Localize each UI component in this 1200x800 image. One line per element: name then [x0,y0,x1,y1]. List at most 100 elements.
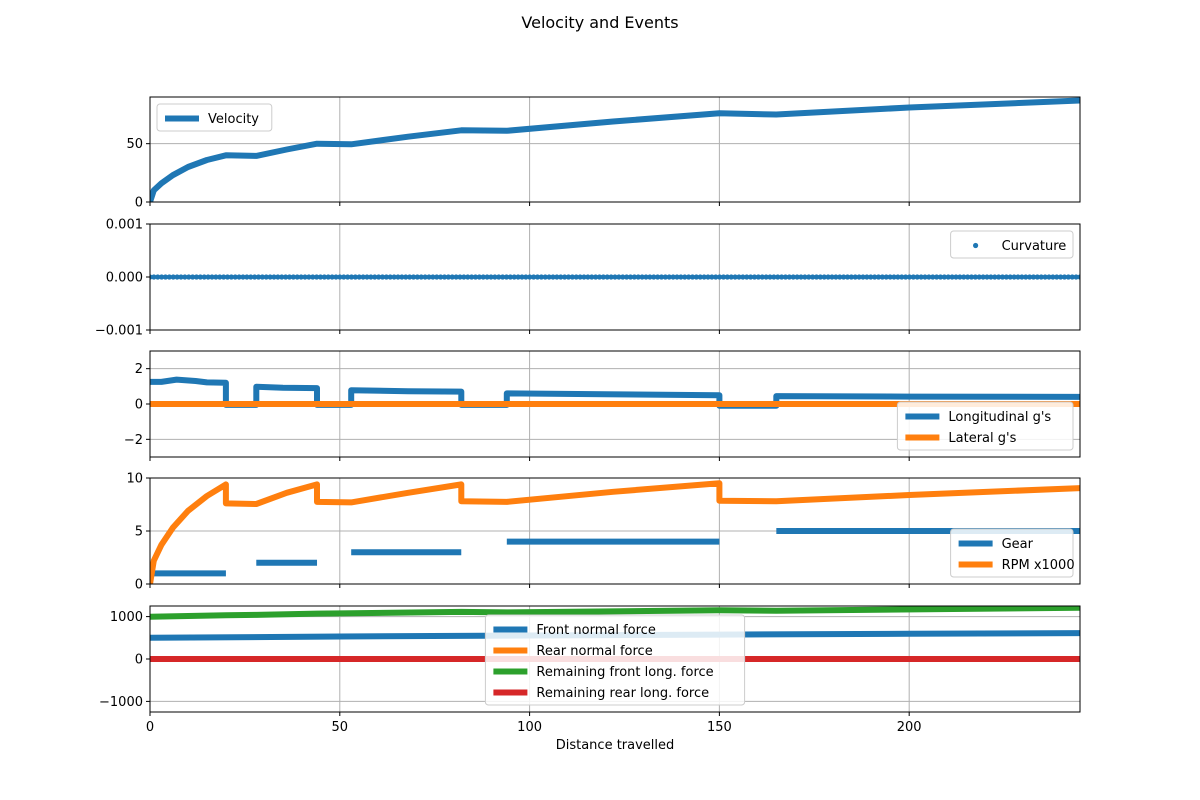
curvature-point [569,274,575,280]
curvature-point [674,274,680,280]
curvature-point [596,274,603,280]
curvature-point [325,274,331,280]
curvature-point [356,274,362,280]
curvature-point [550,274,556,280]
curvature-point [833,274,839,280]
curvature-point [221,274,227,280]
curvature-point [317,274,324,280]
curvature-point [255,274,262,280]
curvature-point [523,274,529,280]
curvature-point [682,274,688,280]
curvature-point [441,274,448,280]
curvature-point [500,274,506,280]
curvature-point [240,274,246,280]
legend: Velocity [156,103,273,132]
legend-label: RPM x1000 [1002,558,1075,573]
curvature-point [155,274,161,280]
curvature-point [306,274,312,280]
curvature-point [461,274,467,280]
curvature-point [717,274,723,280]
curvature-point [205,274,211,280]
curvature-point [728,274,734,280]
curvature-point [298,274,304,280]
curvature-point [1065,274,1071,280]
curvature-point [647,274,653,280]
y-tick-label: −1000 [99,695,143,710]
curvature-point [562,274,568,280]
curvature-point [976,274,982,280]
curvature-point [302,274,308,280]
curvature-point [418,274,424,280]
curvature-point [883,274,889,280]
x-tick-label: 0 [146,720,154,735]
curvature-point [624,274,630,280]
curvature-point [713,274,719,280]
curvature-point [271,274,277,280]
curvature-point [693,274,699,280]
curvature-point [422,274,428,280]
curvature-point [558,274,564,280]
curvature-point [678,274,684,280]
legend-box [156,103,273,132]
curvature-point [534,274,541,280]
curvature-point [263,274,269,280]
curvature-point [178,274,184,280]
curvature-point [868,274,874,280]
curvature-point [379,274,386,280]
curvature-point [515,274,521,280]
curvature-point [341,274,347,280]
curvature-point [162,274,169,280]
legend-label: Velocity [208,112,259,127]
curvature-point [232,274,238,280]
curvature-point [1054,274,1060,280]
curvature-point [736,274,742,280]
curvature-point [492,274,498,280]
curvature-point [1007,274,1013,280]
x-tick-label: 50 [332,720,349,735]
curvature-point [844,274,851,280]
curvature-point [643,274,649,280]
curvature-point [903,274,909,280]
curvature-point [213,274,219,280]
subplot-velocity: 0 50 Velocity [126,96,1081,211]
curvature-point [604,274,610,280]
curvature-point [1019,274,1025,280]
curvature-point [228,274,234,280]
curvature-point [953,274,959,280]
legend: Longitudinal g's Lateral g's [896,401,1074,451]
curvature-point [279,274,285,280]
curvature-point [310,274,316,280]
curvature-point [895,274,901,280]
curvature-point [476,274,482,280]
curvature-point [1027,274,1033,280]
curvature-point [372,274,378,280]
series-curvature [150,274,1080,280]
curvature-point [941,274,947,280]
curvature-point [453,274,459,280]
curvature-point [926,274,932,280]
curvature-point [1023,274,1029,280]
legend-label: Gear [1002,537,1034,552]
curvature-point [1034,274,1040,280]
curvature-point [802,274,808,280]
curvature-point [662,274,668,280]
curvature-point [217,274,223,280]
curvature-point [767,274,773,280]
plot-area [150,274,1080,280]
x-axis-label: Distance travelled [555,738,675,753]
curvature-point [224,274,231,280]
curvature-point [686,274,692,280]
curvature-point [965,274,971,280]
subplot-gforces: −2 0 2 Longitudinal g's Lateral g's [124,350,1081,461]
curvature-point [438,274,444,280]
curvature-point [945,274,951,280]
curvature-point [806,274,812,280]
axes-frame [149,96,1081,203]
curvature-point [201,274,207,280]
curvature-point [786,274,792,280]
curvature-point [612,274,618,280]
curvature-point [321,274,327,280]
legend-box [896,401,1074,451]
